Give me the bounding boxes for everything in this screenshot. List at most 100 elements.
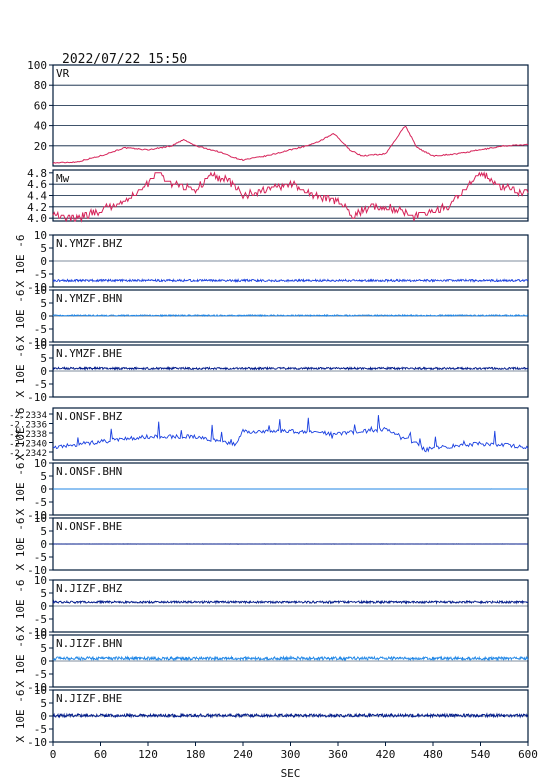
panel-label: N.JIZF.BHE <box>56 692 122 705</box>
y-axis-label: X 10E -6 <box>14 518 27 571</box>
panel-frame <box>52 407 529 461</box>
x-tick-label: 300 <box>281 748 301 761</box>
y-tick-label: 0 <box>40 310 47 323</box>
panel-10 <box>49 634 529 688</box>
y-tick-label: 4.4 <box>27 190 47 203</box>
trace-line <box>52 712 528 719</box>
trace-line <box>52 599 529 605</box>
y-tick-label: -2.2340 <box>9 440 47 450</box>
y-tick-label: 80 <box>34 79 47 92</box>
y-tick-label: 4.6 <box>27 178 47 191</box>
y-tick-label: 4.2 <box>27 201 47 214</box>
y-tick-label: -10 <box>27 336 47 349</box>
panel-2 <box>49 169 529 223</box>
y-axis-label: X 10E -6 <box>14 235 27 288</box>
y-tick-label: -5 <box>34 668 47 681</box>
y-tick-label: 10 <box>34 229 47 242</box>
panel-label: N.YMZF.BHN <box>56 292 122 305</box>
y-tick-label: -2.2336 <box>9 421 47 431</box>
panel-label: N.ONSF.BHZ <box>56 410 123 423</box>
timestamp-label: 2022/07/22 15:50 <box>62 52 187 67</box>
x-tick-label: 240 <box>233 748 253 761</box>
y-tick-label: 0 <box>40 483 47 496</box>
x-tick-label: 180 <box>186 748 206 761</box>
panel-6 <box>49 407 529 461</box>
trace-line <box>53 365 529 372</box>
trace-line <box>52 313 529 318</box>
y-tick-label: 20 <box>34 140 47 153</box>
y-tick-label: 0 <box>40 255 47 268</box>
x-tick-label: 0 <box>50 748 57 761</box>
y-tick-label: 10 <box>34 339 47 352</box>
y-tick-label: 5 <box>40 242 47 255</box>
y-tick-label: 100 <box>27 59 47 72</box>
y-axis-label: X 10E -6 <box>14 290 27 343</box>
y-tick-label: -5 <box>34 551 47 564</box>
x-tick-label: 480 <box>423 748 443 761</box>
y-tick-label: 5 <box>40 525 47 538</box>
y-tick-label: 5 <box>40 352 47 365</box>
y-tick-label: -10 <box>27 509 47 522</box>
y-tick-label: 10 <box>34 574 47 587</box>
y-tick-label: -10 <box>27 564 47 577</box>
panel-8 <box>49 517 529 571</box>
y-tick-label: -5 <box>34 723 47 736</box>
panel-label: N.ONSF.BHN <box>56 465 122 478</box>
y-tick-label: -2.2338 <box>9 430 47 440</box>
y-axis-label: X 10E -6 <box>14 463 27 516</box>
y-tick-label: 5 <box>40 297 47 310</box>
panel-label: N.JIZF.BHZ <box>56 582 123 595</box>
y-tick-label: -5 <box>34 378 47 391</box>
x-tick-label: 60 <box>94 748 107 761</box>
x-axis-label: SEC <box>281 767 301 780</box>
y-tick-label: 10 <box>34 512 47 525</box>
y-tick-label: 10 <box>34 284 47 297</box>
y-tick-label: 5 <box>40 697 47 710</box>
panel-7 <box>49 462 529 516</box>
y-tick-label: 10 <box>34 629 47 642</box>
y-tick-label: -10 <box>27 626 47 639</box>
y-axis-label: X 10E -6 <box>14 635 27 688</box>
panel-5 <box>49 344 529 398</box>
y-tick-label: 10 <box>34 684 47 697</box>
x-tick-label: 420 <box>376 748 396 761</box>
panel-1 <box>49 64 529 167</box>
y-tick-label: -10 <box>27 681 47 694</box>
panel-label: N.ONSF.BHE <box>56 520 122 533</box>
y-tick-label: 60 <box>34 99 47 112</box>
y-tick-label: 0 <box>40 655 47 668</box>
trace-line <box>52 171 529 223</box>
panel-9 <box>49 579 529 633</box>
trace-line <box>52 125 529 164</box>
x-tick-label: 120 <box>138 748 158 761</box>
y-tick-label: 5 <box>40 587 47 600</box>
panel-label: N.YMZF.BHZ <box>56 237 123 250</box>
panel-frame <box>52 64 529 167</box>
trace-line <box>52 655 529 662</box>
panel-label: Mw <box>56 172 70 185</box>
panel-label: N.YMZF.BHE <box>56 347 122 360</box>
panel-label: VR <box>56 67 70 80</box>
y-tick-label: 0 <box>40 538 47 551</box>
y-tick-label: 5 <box>40 470 47 483</box>
y-tick-label: -2.2342 <box>9 449 47 459</box>
y-tick-label: -10 <box>27 736 47 749</box>
panel-label: N.JIZF.BHN <box>56 637 122 650</box>
y-axis-label: X 10E -6 <box>14 580 27 633</box>
x-tick-label: 600 <box>518 748 538 761</box>
y-tick-label: 4.8 <box>27 167 47 180</box>
y-tick-label: -2.2334 <box>9 411 47 421</box>
y-tick-label: -5 <box>34 323 47 336</box>
y-tick-label: 40 <box>34 120 47 133</box>
panel-3 <box>49 234 529 288</box>
y-tick-label: 0 <box>40 710 47 723</box>
y-tick-label: -5 <box>34 496 47 509</box>
trace-line <box>52 415 529 453</box>
y-tick-label: 0 <box>40 600 47 613</box>
y-tick-label: -5 <box>34 613 47 626</box>
y-tick-label: 5 <box>40 642 47 655</box>
x-tick-label: 540 <box>471 748 491 761</box>
y-tick-label: 0 <box>40 365 47 378</box>
y-axis-label: X 10E -6 <box>14 408 27 461</box>
